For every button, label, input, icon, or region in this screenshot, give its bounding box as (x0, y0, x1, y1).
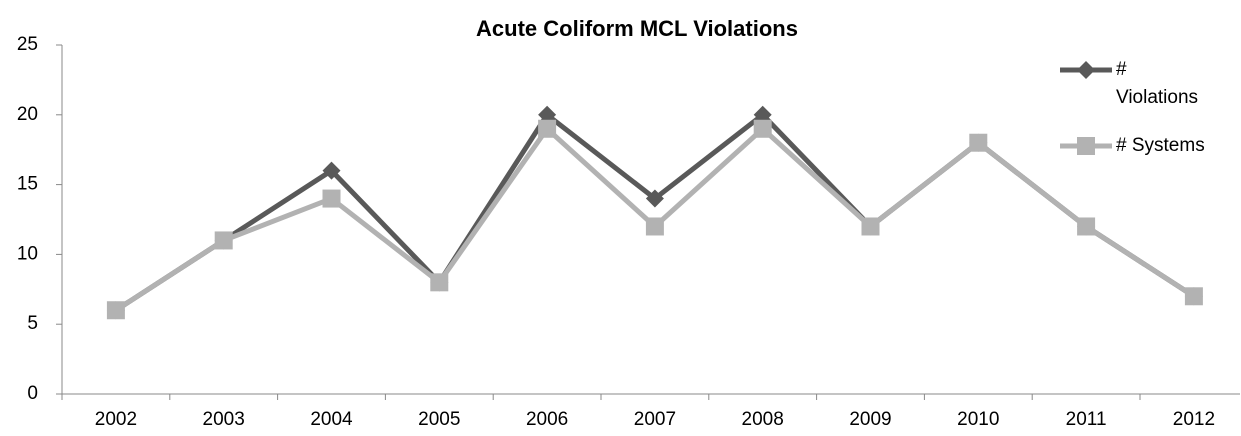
legend-label: # Violations (1116, 59, 1199, 108)
y-tick-label: 25 (17, 34, 38, 55)
point (753, 105, 772, 124)
x-tick-label: 2006 (526, 409, 568, 430)
y-tick-label: 5 (27, 313, 38, 334)
point (861, 217, 880, 236)
point (322, 189, 341, 208)
point (969, 133, 988, 152)
x-tick-label: 2004 (310, 409, 353, 430)
x-tick-label: 2007 (634, 409, 676, 430)
point (106, 301, 125, 320)
point (753, 119, 772, 138)
chart-title: Acute Coliform MCL Violations (476, 16, 798, 41)
point (1077, 61, 1095, 79)
series-line (114, 112, 1196, 313)
y-tick-label: 20 (17, 104, 38, 125)
x-tick-label: 2010 (957, 409, 999, 430)
point (1184, 287, 1203, 306)
point (645, 217, 664, 236)
point (1077, 137, 1095, 155)
point (322, 161, 341, 180)
x-tick-label: 2008 (742, 409, 784, 430)
point (430, 273, 449, 292)
y-tick-label: 0 (27, 383, 38, 404)
x-tick-label: 2005 (418, 409, 460, 430)
point (538, 119, 557, 138)
point (538, 105, 557, 124)
x-tick-label: 2012 (1173, 409, 1215, 430)
x-tick-label: 2003 (203, 409, 245, 430)
point (645, 189, 664, 208)
y-tick-label: 15 (17, 174, 38, 195)
point (214, 231, 233, 250)
x-tick-label: 2009 (849, 409, 891, 430)
x-tick-label: 2002 (95, 409, 137, 430)
y-tick-label: 10 (17, 243, 38, 264)
legend-label: # Systems (1116, 135, 1205, 156)
point (1077, 217, 1096, 236)
x-tick-label: 2011 (1066, 409, 1107, 430)
